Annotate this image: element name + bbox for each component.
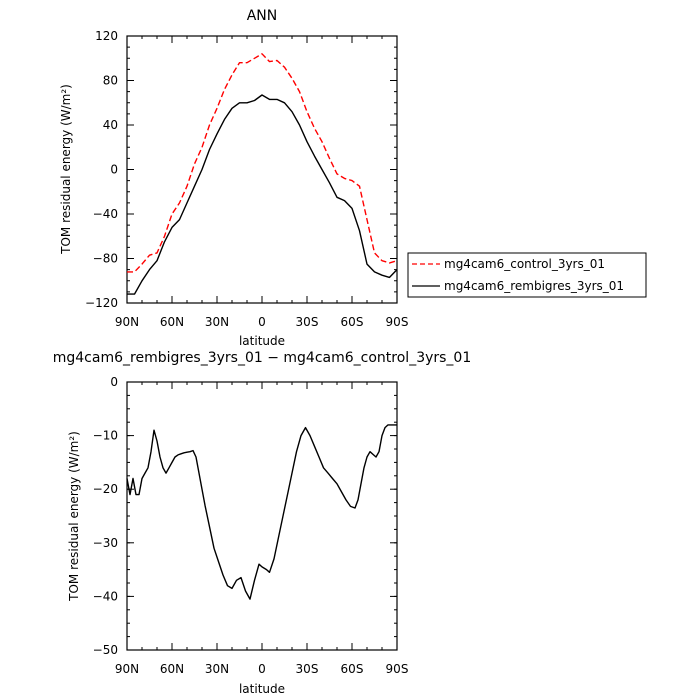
top-x-tick-label: 60S [341,315,364,329]
bottom-x-tick-label: 90S [386,662,409,676]
legend-box [407,252,647,298]
bottom-x-tick-label: 30N [205,662,229,676]
bottom-y-tick-label: −50 [93,643,118,657]
top-x-tick-label: 30N [205,315,229,329]
bottom-series-line-0 [126,424,397,600]
legend-label-control: mg4cam6_control_3yrs_01 [444,257,605,271]
top-y-tick-label: 120 [95,29,118,43]
legend: mg4cam6_control_3yrs_01 mg4cam6_rembigre… [407,252,647,298]
bottom-y-tick-label: 0 [110,375,118,389]
top-x-tick-label: 0 [258,315,266,329]
bottom-y-tick-label: −10 [93,429,118,443]
bottom-panel: mg4cam6_rembigres_3yrs_01 − mg4cam6_cont… [53,350,472,696]
top-series-line-0 [127,53,398,273]
top-x-tick-label: 30S [296,315,319,329]
top-x-tick-label: 60N [160,315,184,329]
bottom-x-tick-label: 0 [258,662,266,676]
bottom-x-tick-label: 30S [296,662,319,676]
bottom-y-axis-label: TOM residual energy (W/m²) [67,431,81,602]
top-series-line-1 [127,94,398,295]
top-chart-title: ANN [247,8,278,24]
top-panel: ANN latitude TOM residual energy (W/m²) … [59,8,408,348]
top-y-tick-label: −120 [85,296,118,310]
top-plot-frame [126,35,398,304]
bottom-y-tick-label: −30 [93,536,118,550]
bottom-plot-frame [126,381,398,651]
top-y-tick-label: 0 [110,163,118,177]
legend-label-rembigres: mg4cam6_rembigres_3yrs_01 [444,279,624,293]
top-x-tick-label: 90N [115,315,139,329]
bottom-x-axis-label: latitude [239,682,285,696]
bottom-x-tick-label: 60S [341,662,364,676]
top-x-tick-label: 90S [386,315,409,329]
top-y-tick-label: −40 [93,207,118,221]
top-y-tick-label: 40 [103,118,118,132]
bottom-x-tick-label: 60N [160,662,184,676]
bottom-x-tick-label: 90N [115,662,139,676]
bottom-y-tick-label: −20 [93,482,118,496]
top-y-tick-label: 80 [103,74,118,88]
bottom-chart-title: mg4cam6_rembigres_3yrs_01 − mg4cam6_cont… [53,350,472,366]
top-y-tick-label: −80 [93,252,118,266]
bottom-y-tick-label: −40 [93,589,118,603]
top-x-axis-label: latitude [239,334,285,348]
top-y-axis-label: TOM residual energy (W/m²) [59,84,73,255]
